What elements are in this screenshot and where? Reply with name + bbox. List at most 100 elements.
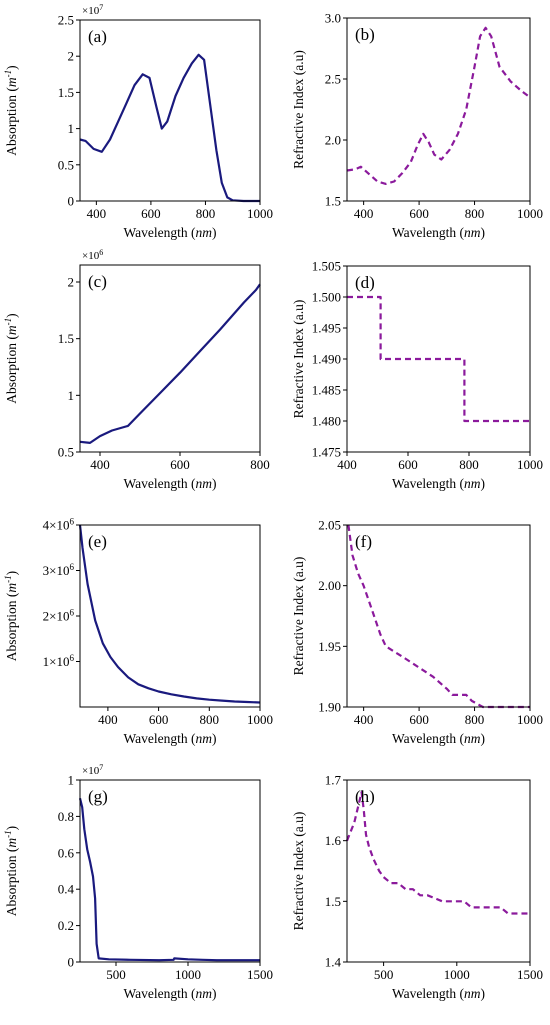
panel-label: (e): [88, 532, 107, 551]
y-tick-label: 1.5: [58, 331, 74, 346]
y-tick-label: 1.7: [325, 773, 342, 788]
x-axis-label: Wavelength (nm): [123, 476, 216, 491]
x-axis-label-text: Wavelength: [392, 476, 456, 491]
y-tick-label: 1: [68, 121, 75, 136]
multiplier-base: ×10: [82, 765, 100, 777]
x-tick-label: 800: [465, 712, 485, 727]
y-axis-label-paren: ): [4, 826, 19, 831]
series-line: [78, 797, 260, 962]
y-axis-label: Refractive Index (a.u): [291, 557, 306, 676]
y-axis-label: Refractive Index (a.u): [291, 50, 306, 169]
x-axis-label-paren: ): [212, 476, 217, 491]
x-axis-unit: nm: [464, 476, 481, 491]
y-axis-label-text: Refractive Index (a.u): [291, 300, 306, 419]
y-tick-label: 1.90: [318, 700, 341, 715]
y-axis-label-paren: ): [4, 313, 19, 318]
y-tick-label: 1.95: [318, 639, 341, 654]
x-axis-unit: nm: [196, 731, 213, 746]
y-tick-label: 1.5: [58, 85, 74, 100]
series-line: [345, 790, 530, 915]
y-tick-label: 1.480: [312, 414, 341, 429]
series-line: [79, 53, 260, 203]
x-tick-label: 1000: [517, 206, 543, 221]
y-tick-label: 0.5: [58, 445, 74, 460]
y-tick-label: 2.05: [318, 518, 341, 533]
series-line: [78, 524, 261, 704]
multiplier-base: ×10: [82, 5, 100, 17]
x-axis-unit: nm: [196, 986, 213, 1001]
multiplier-exponent: 6: [99, 248, 103, 257]
y-tick-label: 1.495: [312, 321, 341, 336]
y-tick-label: 1.505: [312, 259, 341, 274]
x-tick-label: 1000: [517, 457, 543, 472]
y-tick-label: 0.2: [58, 918, 74, 933]
axis-multiplier: ×106: [82, 248, 103, 263]
x-axis-label: Wavelength (nm): [392, 731, 485, 746]
y-tick-label: 2×106: [43, 608, 75, 624]
y-tick-label: 1: [68, 388, 75, 403]
x-tick-label: 400: [90, 457, 110, 472]
y-tick-label: 1.5: [325, 194, 341, 209]
chart-panel-f: 400 600 800 1000 1.90 1.95 2.00 2.05 (f) Waveleng…: [291, 518, 543, 747]
y-tick-label: 1.485: [312, 383, 341, 398]
panel-label: (b): [355, 25, 375, 44]
chart-panel-g: 500 1000 1500 0 0.2 0.4 0.6 0.8 1 ×107 (g) Waveleng…: [3, 763, 273, 1002]
y-tick-label: 0.4: [58, 882, 75, 897]
x-tick-label: 1500: [517, 967, 543, 982]
y-tick-label-base: 4×10: [43, 518, 70, 533]
y-tick-label-base: 2×10: [43, 609, 70, 624]
y-axis-unit-exponent: -1: [3, 318, 13, 326]
x-tick-label: 600: [149, 712, 169, 727]
x-axis-label: Wavelength (nm): [123, 986, 216, 1001]
chart-panel-b: 400 600 800 1000 1.5 2.0 2.5 3.0 (b) Wavelength (…: [291, 11, 543, 241]
x-tick-label: 600: [409, 206, 429, 221]
y-axis-unit-exponent: -1: [3, 830, 13, 838]
x-tick-label: 1500: [247, 967, 273, 982]
y-tick-label: 1: [68, 773, 75, 788]
plot-frame: [346, 17, 531, 202]
series-line: [346, 26, 531, 185]
series-line: [347, 295, 530, 423]
y-tick-label-base: 1×10: [43, 654, 70, 669]
panel-label: (f): [355, 532, 372, 551]
x-axis-unit: nm: [464, 225, 481, 240]
y-tick-label: 0: [68, 194, 75, 209]
y-tick-label-exponent: 6: [70, 653, 75, 663]
x-tick-label: 500: [106, 967, 126, 982]
x-tick-label: 600: [398, 457, 418, 472]
x-axis-label-text: Wavelength: [123, 476, 187, 491]
y-axis-label-paren: (: [4, 847, 19, 855]
y-tick-label-exponent: 6: [70, 562, 75, 572]
x-tick-label: 800: [465, 206, 485, 221]
x-axis-label-paren: (: [456, 986, 464, 1001]
y-axis-unit-exponent: -1: [3, 70, 13, 78]
plot-frame: [79, 779, 261, 963]
x-axis-label-paren: ): [481, 731, 486, 746]
y-tick-label: 3×106: [43, 562, 75, 578]
y-tick-label: 2: [68, 275, 75, 290]
x-axis-label: Wavelength (nm): [123, 225, 216, 240]
y-axis-label: Refractive Index (a.u): [291, 812, 306, 931]
y-axis-unit-exponent: -1: [3, 575, 13, 583]
y-tick-label: 2.5: [325, 72, 341, 87]
x-tick-label: 1000: [517, 712, 543, 727]
y-axis-unit: m: [4, 583, 19, 593]
series-line: [347, 524, 530, 709]
x-axis-label-paren: (: [456, 225, 464, 240]
y-axis-label: Refractive Index (a.u): [291, 300, 306, 419]
x-tick-label: 1000: [444, 967, 470, 982]
multiplier-base: ×10: [82, 250, 100, 262]
y-axis-label: Absorption (m-1): [3, 826, 19, 916]
chart-panel-d: 400 600 800 1000 1.475 1.480 1.485 1.490 1.495 1.…: [291, 259, 543, 492]
x-axis-label-text: Wavelength: [123, 986, 187, 1001]
plot-frame: [79, 19, 261, 202]
x-axis-label-paren: (: [456, 476, 464, 491]
x-tick-label: 800: [459, 457, 479, 472]
y-tick-label: 0.8: [58, 809, 74, 824]
x-axis-label-paren: (: [188, 986, 196, 1001]
x-tick-label: 400: [98, 712, 118, 727]
y-tick-label: 0.5: [58, 157, 74, 172]
y-axis-label-paren: ): [4, 571, 19, 576]
x-axis-label-paren: (: [188, 476, 196, 491]
y-tick-label: 1.475: [312, 445, 341, 460]
